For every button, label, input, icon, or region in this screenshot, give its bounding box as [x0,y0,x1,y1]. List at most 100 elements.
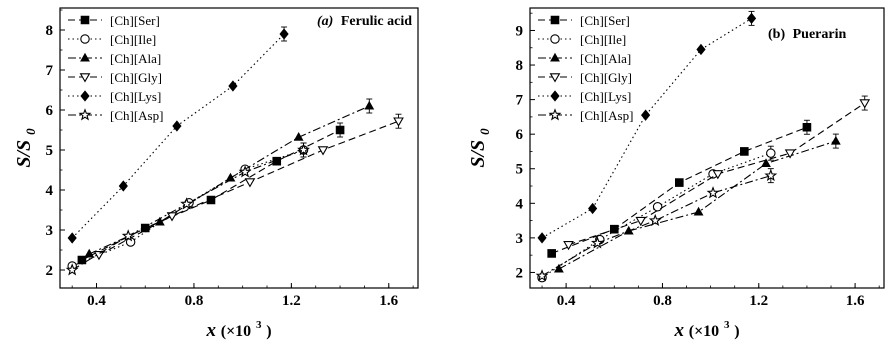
series-layer [535,10,871,283]
x-ticks: 0.4 0.8 1.2 1.6 [71,283,414,309]
legend-marker [550,15,560,25]
x-axis-label: x (×10 3 ) [673,312,739,341]
legend-item: [Ch][Gly] [538,70,632,85]
y-tick-label: 5 [516,162,524,178]
data-point [293,131,304,141]
legend-label: [Ch][Ile] [110,32,156,47]
y-tick-label: 3 [46,223,54,239]
data-point [225,172,236,182]
y-ticks: 2 3 4 5 6 7 8 [46,9,65,279]
panel-b: 0.4 0.8 1.2 1.6 2 3 4 5 6 7 8 9 [Ch][Ser] [Ch][Ile]… [467,7,885,341]
y-tick-label: 2 [46,263,54,279]
y-label-main: S/S [13,140,35,168]
data-point [693,206,704,216]
legend-label: [Ch][Ser] [110,13,160,28]
data-point [535,269,549,282]
x-label-sup: 3 [724,319,730,331]
legend-item: [Ch][Lys] [538,89,631,104]
series-chgly [93,113,404,261]
data-point [761,158,771,168]
y-tick-label: 8 [516,58,524,74]
data-point [553,263,564,273]
data-point [84,248,95,258]
legend-item: [Ch][Asp] [68,108,163,123]
legend: [Ch][Ser] [Ch][Ile] [Ch][Ala] [Ch][Gly] [Ch]… [68,13,163,123]
x-label-prefix: (×10 [689,323,719,340]
data-point [588,202,598,215]
y-tick-label: 2 [516,265,524,281]
legend-marker [550,52,560,62]
y-tick-label: 6 [46,103,54,119]
x-label-suffix: ) [266,323,271,340]
legend-marker [80,34,90,44]
y-tick-label: 7 [46,63,54,79]
y-axis-label: S/S 0 [13,128,38,168]
legend-marker [78,108,92,121]
x-ticks: 0.4 0.8 1.2 1.6 [541,283,880,309]
y-tick-label: 6 [516,127,524,143]
legend-item: [Ch][Ile] [538,32,626,47]
x-tick-label: 1.6 [846,293,865,309]
legend-marker [548,108,562,121]
legend-marker [80,90,90,102]
y-label-main: S/S [467,140,489,168]
legend-marker [549,73,561,83]
legend-item: [Ch][Ala] [538,51,631,66]
data-point [335,125,345,135]
data-point [279,28,289,40]
legend-item: [Ch][Ser] [538,13,630,28]
y-tick-label: 4 [516,196,524,212]
y-tick-label: 4 [46,183,54,199]
data-point [166,212,178,222]
title-name: Puerarin [793,27,847,42]
data-point [118,180,128,192]
y-tick-label: 5 [46,143,54,159]
x-label-sup: 3 [256,319,262,331]
y-tick-label: 8 [46,23,54,39]
data-point [652,202,663,212]
data-point [65,263,79,276]
series-line [541,175,771,277]
legend-marker [80,52,90,62]
data-point [121,229,135,242]
data-point [364,100,375,110]
data-point [802,122,812,132]
x-tick-label: 1.6 [379,293,398,309]
data-point [635,216,647,227]
legend-item: [Ch][Asp] [538,108,633,123]
plot-frame [529,7,885,289]
data-point [67,232,77,244]
series-chgly [563,95,871,251]
legend-label: [Ch][Lys] [580,89,631,104]
data-point [228,80,238,92]
x-tick-label: 0.4 [557,293,576,309]
y-tick-label: 9 [516,23,524,39]
legend-label: [Ch][Asp] [110,108,163,123]
legend-item: [Ch][Lys] [68,89,161,104]
legend-label: [Ch][Gly] [580,70,632,85]
data-point [180,197,194,210]
series-line [71,33,285,239]
x-label-var: x [673,320,684,341]
data-point [859,99,871,109]
data-point [238,165,252,178]
data-point [766,148,776,158]
legend-marker [80,15,90,25]
legend-label: [Ch][Ile] [580,32,626,47]
y-label-sub: 0 [477,128,492,135]
series-chasp [65,142,310,276]
x-label-var: x [205,320,216,341]
series-line [541,17,752,239]
x-tick-label: 1.2 [749,293,768,309]
data-point [590,236,604,249]
x-tick-label: 1.2 [282,293,301,309]
legend-item: [Ch][Ser] [68,13,160,28]
chart-title: (a) Ferulic acid [317,14,412,29]
data-point [317,146,329,156]
series-chlys [67,26,289,244]
data-point [172,120,182,132]
legend-label: [Ch][Ala] [580,51,631,66]
data-point [641,109,651,121]
